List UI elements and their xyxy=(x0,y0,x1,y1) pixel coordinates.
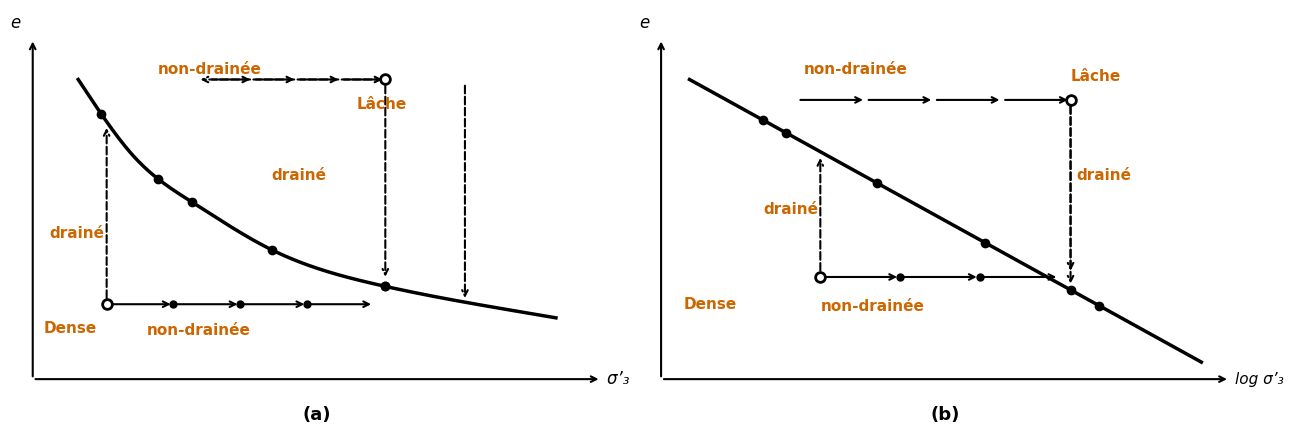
Text: log σ’₃⁣: log σ’₃⁣ xyxy=(1236,371,1284,387)
Text: Lâche: Lâche xyxy=(1070,69,1121,84)
Text: non-drainée: non-drainée xyxy=(158,63,262,78)
Text: σ’₃⁣: σ’₃⁣ xyxy=(607,370,629,388)
Text: non-drainée: non-drainée xyxy=(803,63,907,78)
Text: Dense: Dense xyxy=(44,321,97,336)
Text: Dense: Dense xyxy=(684,297,737,312)
Text: (b): (b) xyxy=(931,406,960,424)
Text: non-drainée: non-drainée xyxy=(820,300,925,314)
Text: drainé: drainé xyxy=(271,168,327,183)
Text: e: e xyxy=(639,14,650,32)
Text: drainé: drainé xyxy=(764,202,818,217)
Text: drainé: drainé xyxy=(1077,168,1131,183)
Text: e: e xyxy=(10,14,21,32)
Text: non-drainée: non-drainée xyxy=(147,323,250,338)
Text: (a): (a) xyxy=(302,406,331,424)
Text: drainé: drainé xyxy=(49,226,105,241)
Text: Lâche: Lâche xyxy=(357,96,407,112)
